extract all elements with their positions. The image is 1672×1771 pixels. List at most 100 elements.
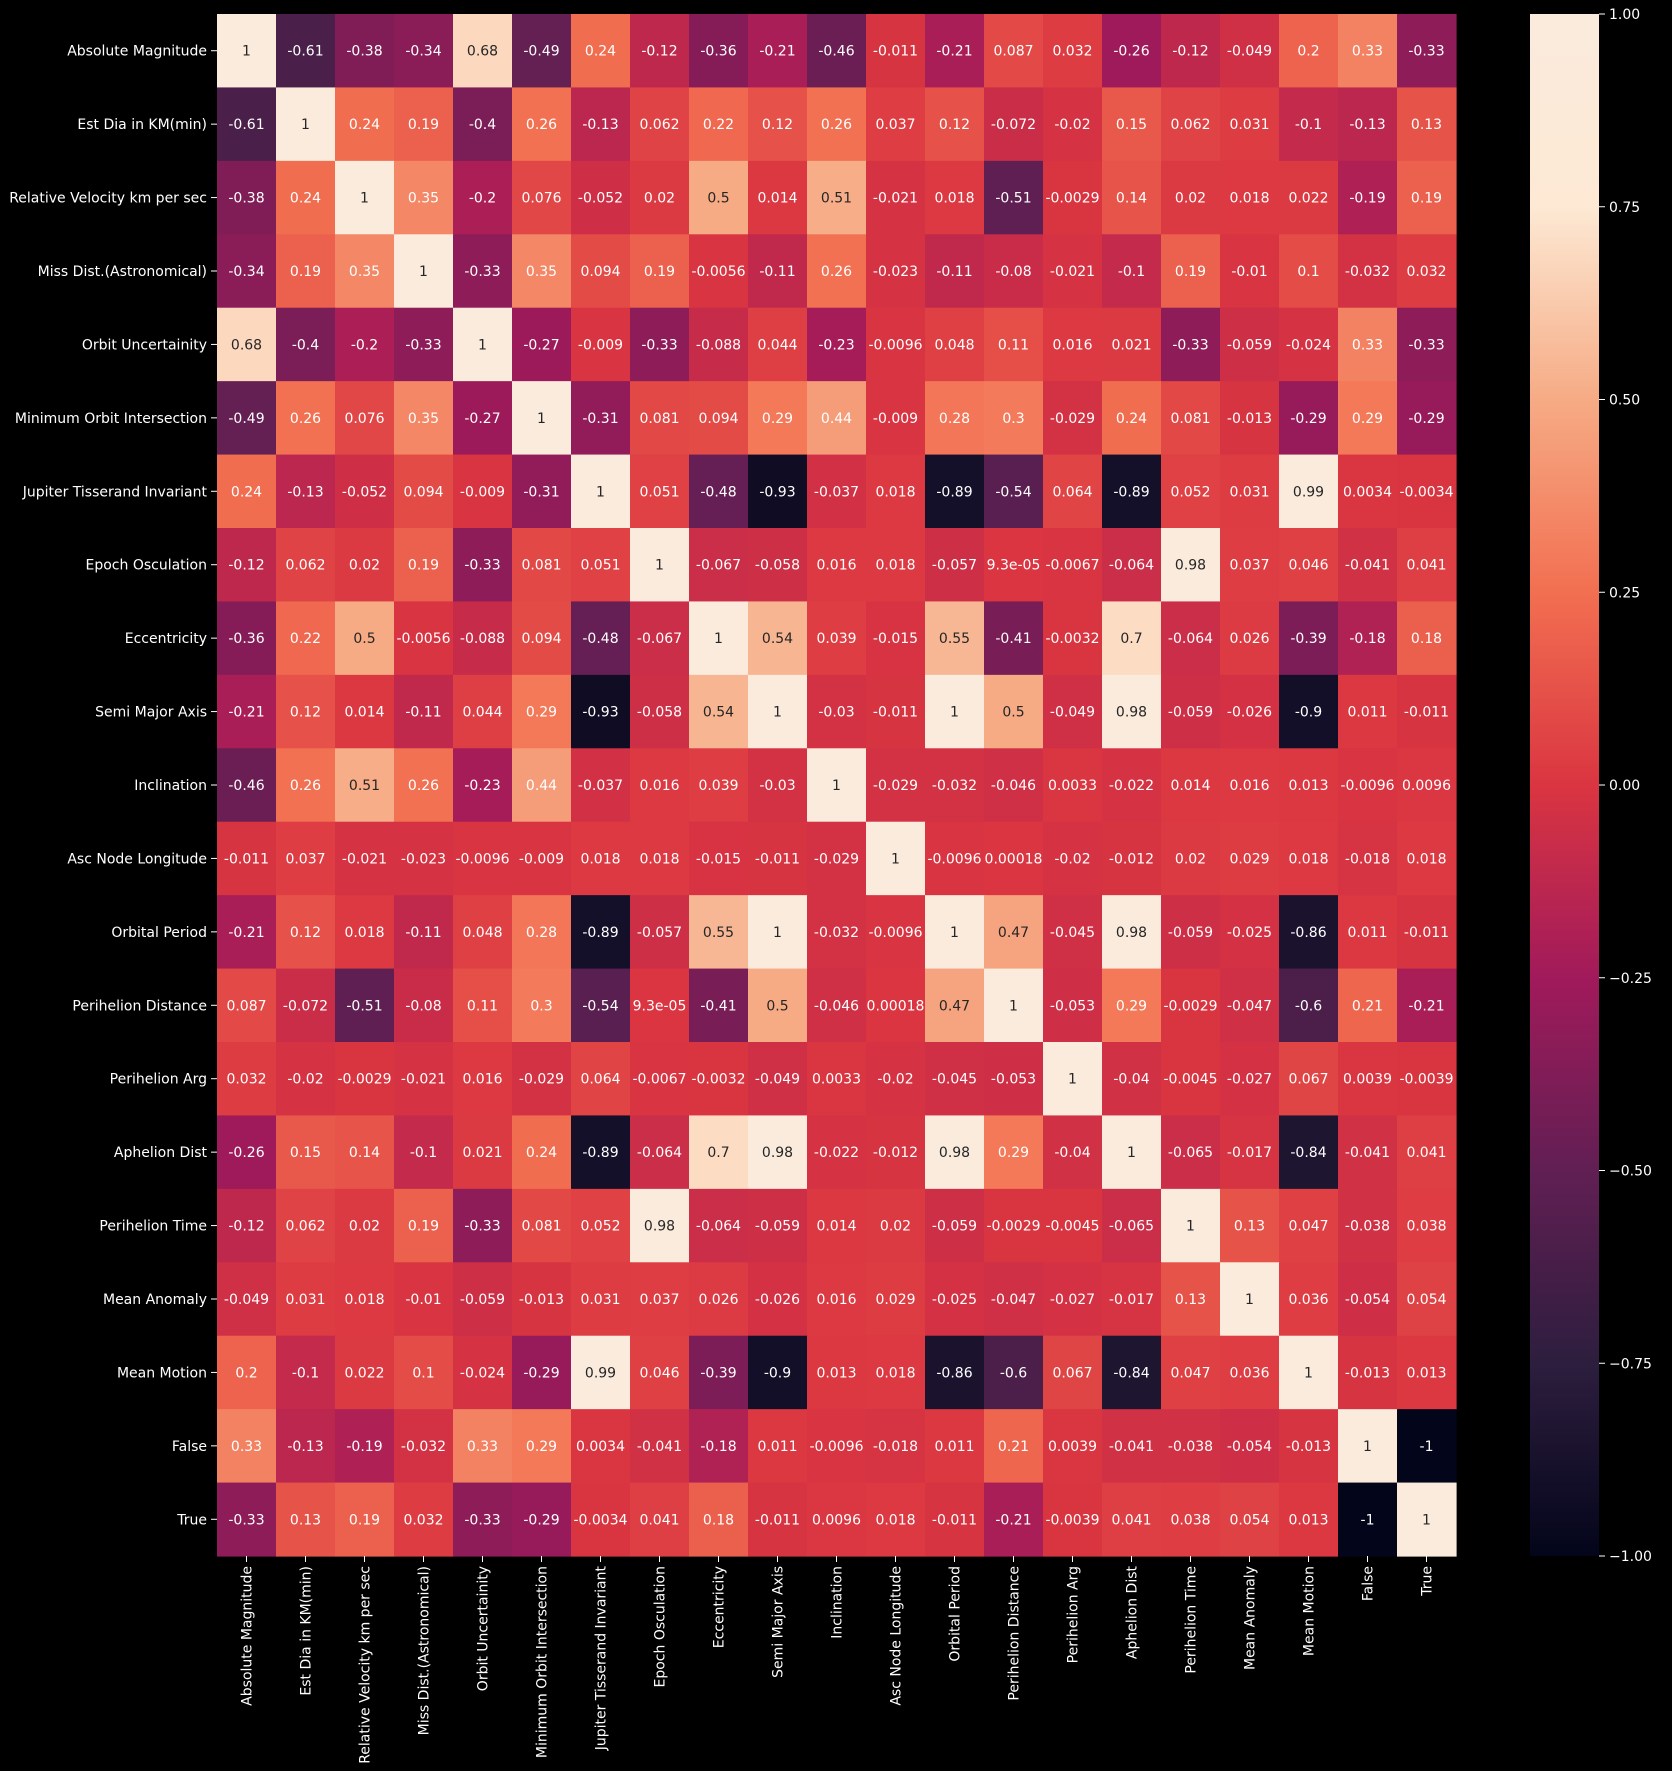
heatmap-cell bbox=[748, 234, 808, 309]
heatmap-cell bbox=[453, 674, 513, 749]
cell-value-label: 0.0034 bbox=[576, 1439, 625, 1455]
cell-value-label: 0.00018 bbox=[985, 851, 1043, 867]
heatmap-cell bbox=[217, 87, 277, 162]
heatmap-cell bbox=[1338, 528, 1398, 603]
cell-value-label: -0.11 bbox=[936, 264, 972, 280]
cell-value-label: -0.047 bbox=[1227, 998, 1272, 1014]
cell-value-label: -0.29 bbox=[523, 1512, 559, 1528]
cell-value-label: 0.44 bbox=[526, 778, 557, 794]
column-label: Jupiter Tisserand Invariant bbox=[594, 1565, 610, 1751]
cell-value-label: -0.04 bbox=[1054, 1145, 1090, 1161]
cell-value-label: -0.03 bbox=[818, 705, 854, 721]
heatmap-cell bbox=[335, 1409, 395, 1484]
cell-value-label: 0.26 bbox=[821, 117, 852, 133]
heatmap-cell bbox=[1102, 1409, 1162, 1484]
cell-value-label: 0.26 bbox=[408, 778, 439, 794]
heatmap-cell bbox=[689, 1335, 749, 1410]
heatmap-cell bbox=[984, 895, 1044, 970]
cell-value-label: 0.054 bbox=[1406, 1292, 1446, 1308]
heatmap-cell bbox=[807, 14, 867, 89]
heatmap-cell bbox=[335, 1482, 395, 1557]
heatmap-cell bbox=[571, 674, 631, 749]
heatmap-cell bbox=[630, 454, 690, 529]
heatmap-cell bbox=[1397, 1042, 1457, 1117]
cell-value-label: 0.98 bbox=[1116, 925, 1147, 941]
heatmap-cell bbox=[1338, 895, 1398, 970]
heatmap-cell bbox=[984, 674, 1044, 749]
cell-value-label: -0.041 bbox=[1345, 1145, 1390, 1161]
cell-value-label: -0.13 bbox=[287, 484, 323, 500]
cell-value-label: -0.067 bbox=[637, 631, 682, 647]
cell-value-label: 0.064 bbox=[1052, 484, 1092, 500]
cell-value-label: 0.0033 bbox=[812, 1072, 861, 1088]
heatmap-cell bbox=[1338, 14, 1398, 89]
heatmap-cell bbox=[984, 601, 1044, 676]
row-label: Relative Velocity km per sec bbox=[9, 191, 207, 207]
cell-value-label: 0.016 bbox=[816, 558, 856, 574]
cell-value-label: -0.053 bbox=[1050, 998, 1095, 1014]
heatmap-cell bbox=[630, 821, 690, 896]
cell-value-label: -0.022 bbox=[814, 1145, 859, 1161]
heatmap-cell bbox=[571, 1482, 631, 1557]
heatmap-cell bbox=[925, 14, 985, 89]
cell-value-label: -0.0032 bbox=[1045, 631, 1099, 647]
heatmap-cell bbox=[1338, 968, 1398, 1043]
heatmap-cell bbox=[571, 307, 631, 382]
cell-value-label: 9.3e-05 bbox=[987, 558, 1041, 574]
heatmap-cell bbox=[1161, 160, 1221, 235]
cell-value-label: 0.19 bbox=[290, 264, 321, 280]
heatmap-cell bbox=[571, 748, 631, 823]
cell-value-label: 0.15 bbox=[290, 1145, 321, 1161]
cell-value-label: 0.013 bbox=[1288, 1512, 1328, 1528]
cell-value-label: -0.011 bbox=[873, 705, 918, 721]
cell-value-label: -0.0056 bbox=[691, 264, 745, 280]
heatmap-cell bbox=[1397, 601, 1457, 676]
cell-value-label: 0.98 bbox=[939, 1145, 970, 1161]
cell-value-label: 0.55 bbox=[703, 925, 734, 941]
heatmap-cell bbox=[335, 1262, 395, 1337]
cell-value-label: -0.49 bbox=[228, 411, 264, 427]
cell-value-label: 0.062 bbox=[285, 1219, 325, 1235]
heatmap-cell bbox=[1161, 1115, 1221, 1190]
cell-value-label: -0.011 bbox=[932, 1512, 977, 1528]
cell-value-label: -0.27 bbox=[464, 411, 500, 427]
row-label: True bbox=[176, 1512, 207, 1528]
cell-value-label: 0.68 bbox=[231, 337, 262, 353]
cell-value-label: -0.23 bbox=[818, 337, 854, 353]
cell-value-label: 0.33 bbox=[231, 1439, 262, 1455]
heatmap-cell bbox=[512, 307, 572, 382]
cell-value-label: -0.89 bbox=[1113, 484, 1149, 500]
heatmap-cell bbox=[689, 601, 749, 676]
cell-value-label: -0.13 bbox=[582, 117, 618, 133]
colorbar-tick-label: −1.00 bbox=[1609, 1549, 1652, 1565]
cell-value-label: -0.49 bbox=[523, 44, 559, 60]
heatmap-cell bbox=[335, 307, 395, 382]
cell-value-label: 0.051 bbox=[639, 484, 679, 500]
cell-value-label: -0.011 bbox=[1404, 925, 1449, 941]
heatmap-cell bbox=[1279, 1188, 1339, 1263]
cell-value-label: 0.011 bbox=[934, 1439, 974, 1455]
heatmap-cell bbox=[512, 1335, 572, 1410]
heatmap-cell bbox=[335, 1042, 395, 1117]
cell-value-label: -0.046 bbox=[991, 778, 1036, 794]
heatmap-cell bbox=[571, 601, 631, 676]
cell-value-label: 0.33 bbox=[1352, 44, 1383, 60]
cell-value-label: 1 bbox=[596, 484, 605, 500]
cell-value-label: -0.19 bbox=[1349, 191, 1385, 207]
cell-value-label: 9.3e-05 bbox=[633, 998, 687, 1014]
cell-value-label: -0.011 bbox=[755, 1512, 800, 1528]
heatmap-cell bbox=[276, 601, 336, 676]
cell-value-label: -0.027 bbox=[1227, 1072, 1272, 1088]
heatmap-cell bbox=[394, 821, 454, 896]
cell-value-label: -0.013 bbox=[519, 1292, 564, 1308]
heatmap-cell bbox=[866, 601, 926, 676]
cell-value-label: -0.011 bbox=[755, 851, 800, 867]
heatmap-cell bbox=[394, 1482, 454, 1557]
cell-value-label: -0.088 bbox=[696, 337, 741, 353]
heatmap-cell bbox=[1397, 1188, 1457, 1263]
heatmap-cell bbox=[453, 87, 513, 162]
cell-value-label: 0.094 bbox=[698, 411, 738, 427]
cell-value-label: 0.067 bbox=[1288, 1072, 1328, 1088]
heatmap-cell bbox=[689, 968, 749, 1043]
heatmap-cell bbox=[1279, 601, 1339, 676]
